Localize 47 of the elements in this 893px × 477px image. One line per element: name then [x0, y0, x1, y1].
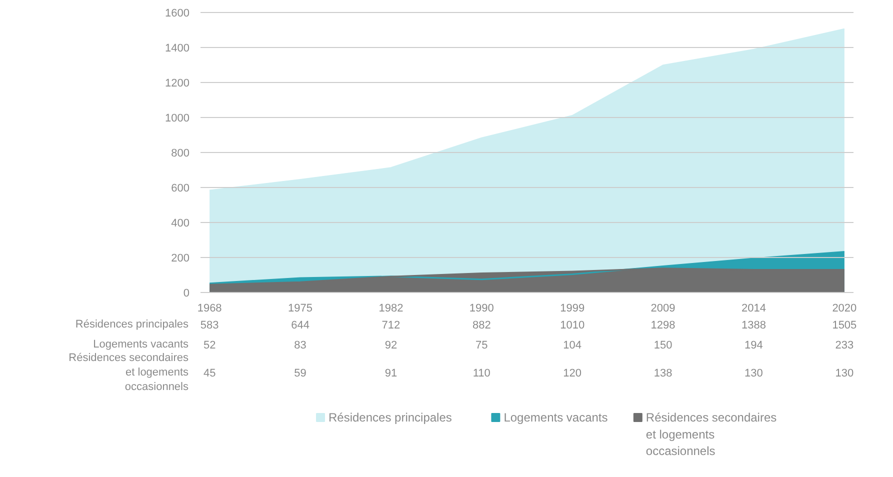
x-tick-label: 1999	[560, 302, 585, 314]
y-tick-label: 0	[183, 288, 190, 300]
x-tick-label: 2009	[650, 302, 676, 314]
data-label: 92	[384, 340, 398, 352]
x-tick-label: 1968	[197, 302, 222, 314]
x-tick-label: 1975	[288, 302, 313, 314]
legend-label: Logements vacants	[504, 410, 608, 424]
data-label: 233	[835, 340, 854, 352]
data-label: 104	[563, 340, 582, 352]
data-label: 194	[744, 340, 763, 352]
data-label: 59	[294, 368, 306, 380]
x-tick-label: 2020	[832, 302, 857, 314]
y-tick-label: 1400	[165, 42, 190, 54]
data-label: 120	[563, 368, 582, 380]
legend-label: Résidences principales	[328, 410, 452, 424]
data-label: 130	[835, 368, 854, 380]
y-tick-label: 600	[171, 182, 190, 194]
y-tick-label: 1000	[165, 112, 190, 124]
x-tick-label: 1990	[469, 302, 494, 314]
legend-label: Résidences secondaires et logements occasionnels	[646, 410, 777, 458]
data-label: 138	[654, 368, 672, 380]
data-label: 1388	[742, 320, 766, 332]
data-label: 150	[654, 340, 672, 352]
data-label: 83	[294, 340, 306, 352]
data-label: 110	[472, 368, 490, 380]
data-label: 1298	[650, 320, 676, 332]
y-tick-label: 800	[171, 148, 190, 160]
y-tick-label: 400	[171, 218, 190, 230]
x-tick-label: 2014	[742, 302, 766, 314]
y-tick-label: 200	[171, 252, 190, 264]
data-label: 644	[291, 320, 310, 332]
data-label: 583	[200, 320, 219, 332]
y-tick-label: 1200	[165, 78, 190, 90]
text: Logements vacants	[93, 338, 188, 350]
data-label: 882	[472, 320, 491, 332]
data-label: 52	[203, 340, 216, 352]
data-label: 712	[382, 320, 400, 332]
text: Résidences principales	[75, 318, 189, 330]
y-tick-label: 1600	[165, 8, 190, 20]
data-label: 45	[203, 368, 216, 380]
text: Résidences secondaires et logements occasionnels	[68, 352, 189, 393]
data-label: 1505	[832, 320, 857, 332]
data-label: 91	[384, 368, 398, 380]
data-label: 75	[476, 340, 488, 352]
data-label: 130	[744, 368, 763, 380]
x-tick-label: 1982	[378, 302, 404, 314]
data-label: 1010	[560, 320, 585, 332]
